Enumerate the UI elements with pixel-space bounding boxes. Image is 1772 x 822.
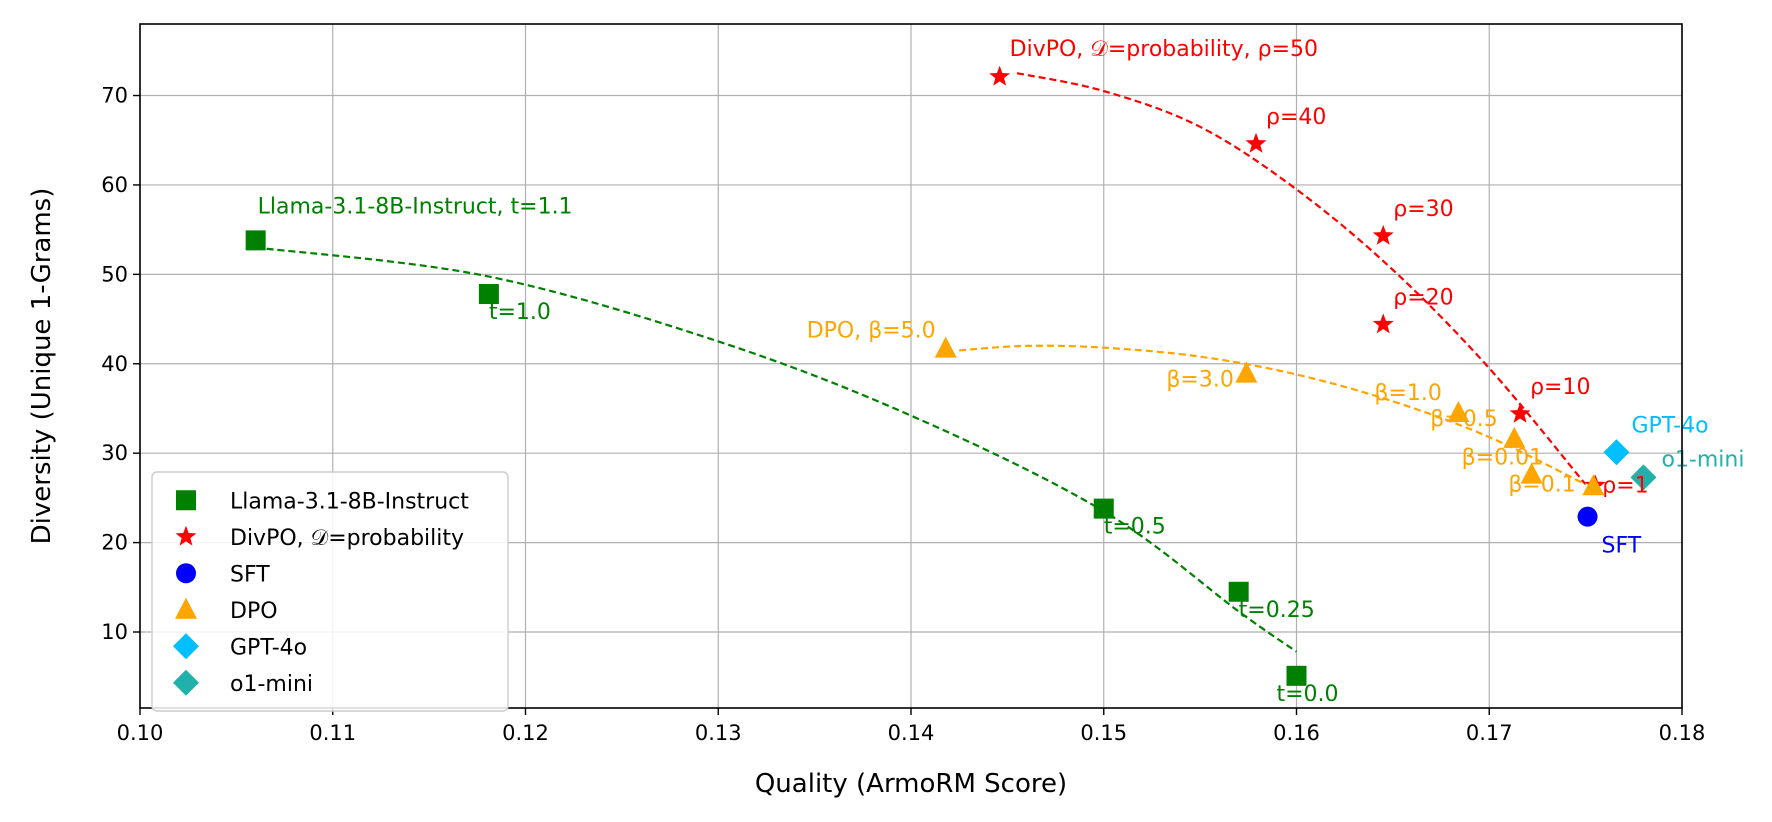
x-tick-label: 0.17	[1466, 721, 1513, 745]
dpo-marker	[1503, 426, 1526, 448]
gpt-4o-marker	[1603, 439, 1630, 466]
axis-ticks: 0.10 0.11 0.12 0.13 0.14 0.15 0.16 0.17 0.18 10 20…	[101, 84, 1705, 745]
x-tick-label: 0.10	[117, 721, 164, 745]
legend-dpo-swatch	[175, 597, 197, 619]
llama-3-1-8b-instruct-point-label: t=0.25	[1239, 598, 1315, 623]
y-tick-label: 10	[101, 620, 128, 644]
dpo-trend-line	[959, 344, 1587, 486]
dpo-point-label: β=1.0	[1374, 381, 1441, 406]
divpo-probability-point-label: DivPO, 𝒟=probability, ρ=50	[1010, 37, 1318, 62]
llama-3-1-8b-instruct-point-label: t=1.0	[489, 300, 551, 325]
trend-lines	[255, 72, 1587, 653]
divpo-probability-trend-line	[1016, 72, 1587, 486]
divpo-probability-point-label: ρ=10	[1530, 375, 1590, 400]
legend-gpt-4o-label: GPT-4o	[230, 635, 307, 660]
llama-3-1-8b-instruct-marker	[1286, 665, 1307, 686]
llama-3-1-8b-instruct-point-label: t=0.0	[1277, 682, 1339, 707]
x-tick-label: 0.11	[309, 721, 356, 745]
dpo-point-label: β=0.01	[1462, 446, 1543, 471]
legend: Llama-3.1-8B-Instruct DivPO, 𝒟=probabilit…	[151, 471, 509, 712]
divpo-probability-point-label: ρ=1	[1602, 473, 1648, 498]
legend-divpo-probability-swatch	[175, 525, 197, 546]
x-tick-label: 0.12	[502, 721, 549, 745]
divpo-probability-point-label: ρ=40	[1266, 105, 1326, 130]
divpo-probability-point-label: ρ=30	[1393, 197, 1453, 222]
divpo-probability-point-label: ρ=20	[1393, 285, 1453, 310]
sft-point-label: SFT	[1602, 534, 1642, 559]
y-tick-label: 50	[101, 262, 128, 286]
dpo-point-label: β=0.5	[1430, 407, 1497, 432]
llama-3-1-8b-instruct-marker	[1228, 581, 1249, 602]
x-tick-label: 0.13	[695, 721, 742, 745]
dpo-marker	[934, 336, 957, 358]
dpo-marker	[1582, 474, 1605, 496]
llama-3-1-8b-instruct-point-label: t=0.5	[1104, 515, 1166, 540]
llama-3-1-8b-instruct-point-label: Llama-3.1-8B-Instruct, t=1.1	[258, 194, 573, 219]
dpo-marker	[1520, 462, 1543, 484]
divpo-probability-marker	[989, 65, 1011, 86]
gpt-4o-point-label: GPT-4o	[1631, 413, 1708, 438]
dpo-point-label: DPO, β=5.0	[807, 319, 936, 344]
llama-3-1-8b-instruct-marker	[478, 284, 499, 305]
divpo-probability-marker	[1509, 402, 1531, 423]
x-tick-label: 0.15	[1080, 721, 1127, 745]
legend-dpo-label: DPO	[230, 599, 278, 624]
x-tick-label: 0.14	[888, 721, 935, 745]
divpo-probability-marker	[1372, 224, 1394, 245]
legend-divpo-probability-label: DivPO, 𝒟=probability	[230, 526, 464, 551]
x-tick-label: 0.18	[1659, 721, 1706, 745]
legend-sft-label: SFT	[230, 562, 270, 587]
dpo-point-label: β=3.0	[1166, 368, 1233, 393]
y-tick-label: 20	[101, 531, 128, 555]
o1-mini-point-label: o1-mini	[1661, 447, 1744, 472]
legend-llama-3-1-8b-instruct-swatch	[176, 490, 196, 511]
x-tick-label: 0.16	[1273, 721, 1320, 745]
dpo-point-label: β=0.1	[1508, 472, 1575, 497]
y-tick-label: 40	[101, 352, 128, 376]
legend-gpt-4o-swatch	[173, 633, 199, 660]
o1-mini-marker	[1630, 464, 1657, 491]
legend-llama-3-1-8b-instruct-label: Llama-3.1-8B-Instruct	[230, 489, 469, 514]
x-axis-title: Quality (ArmoRM Score)	[755, 769, 1067, 799]
divpo-probability-marker	[1245, 132, 1267, 153]
point-labels: Llama-3.1-8B-Instruct, t=1.1 t=1.0 t=0.5 t=…	[258, 37, 1745, 707]
legend-o1-mini-label: o1-mini	[230, 672, 313, 697]
dpo-marker	[1235, 361, 1258, 383]
y-axis-title: Diversity (Unique 1-Grams)	[27, 188, 57, 545]
divpo-probability-marker	[1372, 313, 1394, 334]
y-tick-label: 60	[101, 173, 128, 197]
dpo-marker	[1447, 400, 1470, 422]
data-markers	[245, 65, 1657, 686]
legend-box	[151, 471, 509, 712]
llama-3-1-8b-instruct-marker	[1093, 498, 1114, 519]
legend-sft-swatch	[176, 563, 196, 584]
y-tick-label: 70	[101, 84, 128, 108]
y-tick-label: 30	[101, 441, 128, 465]
sft-marker	[1577, 506, 1598, 527]
llama-3-1-8b-instruct-marker	[245, 230, 266, 251]
legend-o1-mini-swatch	[173, 669, 199, 696]
